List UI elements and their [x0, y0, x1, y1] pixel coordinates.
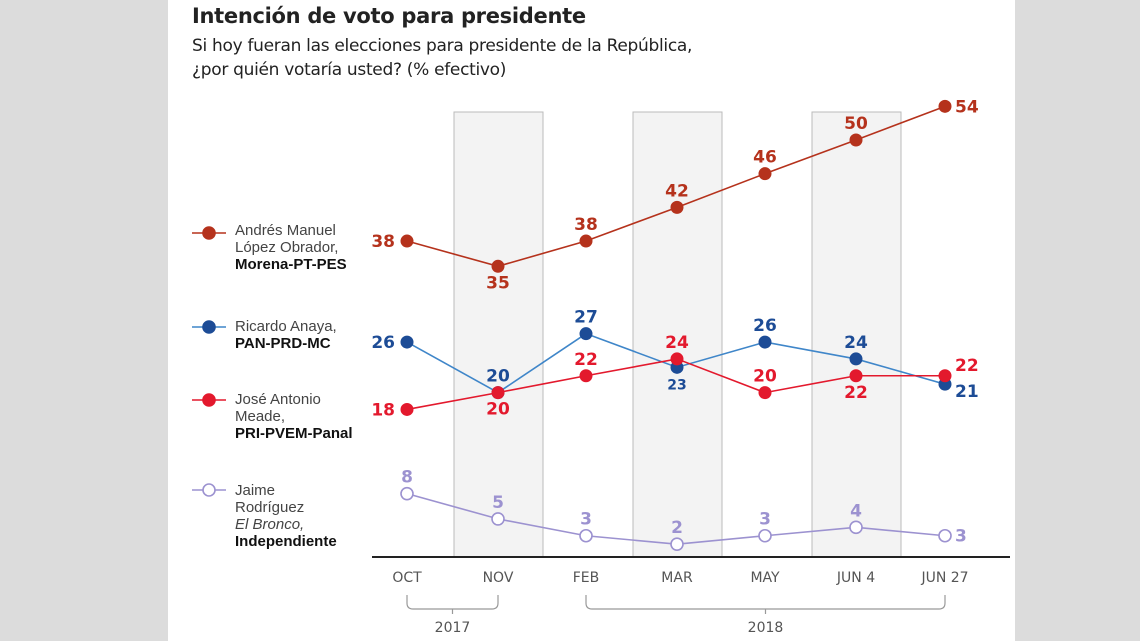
series-0: 38 35 38 42 46 50 54 [371, 97, 979, 293]
data-label: 8 [401, 468, 413, 488]
data-label: 35 [486, 273, 510, 293]
data-label: 38 [371, 232, 395, 252]
legend-name: López Obrador, [235, 239, 339, 256]
data-label: 2 [671, 518, 683, 538]
data-point [579, 327, 593, 341]
data-label: 18 [371, 400, 395, 420]
series-3: 8 5 3 2 3 4 3 [400, 468, 967, 551]
legend-marker-icon [202, 393, 216, 407]
legend-item-amlo: Andrés Manuel López Obrador, Morena-PT-P… [235, 222, 347, 273]
series-2: 18 20 22 24 20 22 22 [371, 333, 978, 421]
data-label: 46 [753, 148, 777, 168]
data-label: 22 [955, 356, 979, 376]
data-label: 21 [955, 382, 979, 402]
data-point [670, 537, 684, 551]
data-point [758, 528, 772, 543]
data-point [849, 369, 863, 383]
year-bracket [585, 595, 946, 614]
data-label: 24 [844, 333, 868, 353]
legend-name: Rodríguez [235, 499, 305, 516]
data-label: 3 [580, 510, 592, 530]
legend-name: Meade, [235, 408, 286, 425]
shaded-band-jun4 [811, 111, 902, 558]
data-label: 24 [665, 333, 689, 353]
data-label: 4 [850, 501, 862, 521]
data-point [758, 167, 772, 181]
data-point [491, 512, 505, 526]
data-point [670, 352, 684, 366]
shaded-band-nov [453, 111, 544, 558]
data-point [491, 259, 505, 273]
data-point [400, 486, 414, 501]
data-label: 20 [486, 367, 510, 387]
legend-item-anaya: Ricardo Anaya, PAN-PRD-MC [235, 318, 337, 352]
x-tick-label: JUN 4 [836, 570, 875, 586]
x-tick-label: FEB [573, 570, 600, 586]
data-label: 22 [844, 383, 868, 403]
data-label: 23 [667, 377, 686, 393]
legend-marker-icon [202, 483, 216, 497]
data-label: 26 [371, 333, 395, 353]
data-label: 20 [486, 400, 510, 420]
data-point [579, 369, 593, 383]
legend-name: Ricardo Anaya, [235, 318, 337, 335]
x-tick-label: MAR [661, 570, 693, 586]
legend-name: José Antonio [235, 391, 321, 408]
legend-party: Morena-PT-PES [235, 256, 347, 273]
data-label: 38 [574, 215, 598, 235]
data-label: 42 [665, 181, 689, 201]
chart-title: Intención de voto para presidente [192, 4, 586, 28]
chart-subtitle-line2: ¿por quién votaría usted? (% efectivo) [192, 60, 507, 80]
legend-item-meade: José Antonio Meade, PRI-PVEM-Panal [235, 391, 353, 442]
legend-party: Independiente [235, 533, 337, 550]
data-point [579, 528, 593, 543]
data-label: 3 [955, 527, 967, 547]
data-label: 22 [574, 350, 598, 370]
year-bracket [406, 595, 499, 614]
data-point [400, 335, 414, 349]
data-point [938, 528, 952, 543]
legend-name: Jaime [235, 482, 276, 499]
data-point [849, 352, 863, 366]
data-label: 5 [492, 493, 504, 513]
legend-marker-icon [202, 226, 216, 240]
data-point [579, 234, 593, 248]
x-tick-label: MAY [750, 570, 780, 586]
data-point [758, 335, 772, 349]
data-label: 50 [844, 114, 868, 134]
legend-party: PAN-PRD-MC [235, 335, 331, 352]
data-point [758, 386, 772, 400]
legend-party: PRI-PVEM-Panal [235, 425, 353, 442]
shaded-band-mar [632, 111, 723, 558]
data-point [400, 402, 414, 416]
legend-item-bronco: Jaime Rodríguez El Bronco, Independiente [235, 482, 337, 550]
data-point [491, 386, 505, 400]
data-label: 20 [753, 367, 777, 387]
data-label: 3 [759, 510, 771, 530]
year-label: 2017 [435, 620, 471, 636]
x-tick-label: JUN 27 [920, 570, 968, 586]
data-label: 27 [574, 308, 598, 328]
data-point [670, 200, 684, 214]
legend-name: Andrés Manuel [235, 222, 336, 239]
data-point [400, 234, 414, 248]
x-tick-label: NOV [483, 570, 514, 586]
legend-marker-icon [202, 320, 216, 334]
data-point [938, 369, 952, 383]
chart-subtitle-line1: Si hoy fueran las elecciones para presid… [192, 36, 693, 56]
data-point [849, 133, 863, 147]
data-point [849, 520, 863, 535]
x-tick-label: OCT [392, 570, 422, 586]
year-label: 2018 [748, 620, 784, 636]
data-point [938, 99, 952, 113]
data-label: 26 [753, 316, 777, 336]
legend-nickname: El Bronco, [235, 516, 305, 533]
data-label: 54 [955, 97, 979, 117]
